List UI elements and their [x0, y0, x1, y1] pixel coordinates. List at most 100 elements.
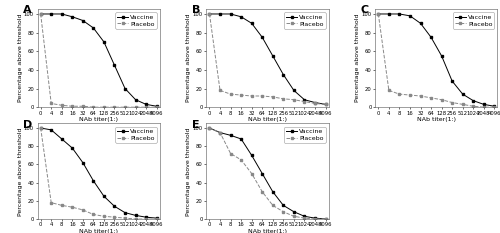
Placebo	[59, 204, 65, 207]
Placebo	[90, 106, 96, 109]
Vaccine	[312, 217, 318, 219]
Vaccine	[90, 179, 96, 182]
Vaccine	[122, 211, 128, 214]
Placebo	[132, 218, 138, 220]
Vaccine	[270, 55, 276, 57]
Vaccine	[48, 128, 54, 131]
Vaccine	[206, 127, 212, 130]
X-axis label: NAb titer(1:): NAb titer(1:)	[79, 229, 118, 233]
Vaccine	[460, 93, 466, 96]
Vaccine	[143, 103, 149, 106]
Vaccine	[386, 13, 392, 15]
Placebo	[428, 96, 434, 99]
Vaccine	[101, 195, 107, 198]
Vaccine	[112, 64, 117, 67]
Vaccine	[238, 137, 244, 140]
Placebo	[322, 103, 328, 106]
Text: D: D	[23, 120, 32, 130]
Vaccine	[280, 204, 286, 207]
Vaccine	[206, 13, 212, 15]
Vaccine	[228, 134, 234, 137]
Placebo	[101, 106, 107, 109]
Vaccine	[101, 41, 107, 43]
Vaccine	[248, 154, 254, 157]
Placebo	[206, 127, 212, 130]
Vaccine	[481, 103, 487, 106]
Placebo	[312, 218, 318, 220]
Vaccine	[259, 172, 265, 175]
Y-axis label: Percentage above threshold: Percentage above threshold	[18, 127, 22, 216]
Vaccine	[428, 36, 434, 39]
Placebo	[248, 95, 254, 97]
Vaccine	[59, 13, 65, 15]
Vaccine	[38, 13, 44, 15]
Legend: Vaccine, Placebo: Vaccine, Placebo	[116, 12, 156, 29]
Vaccine	[238, 15, 244, 18]
X-axis label: NAb titer(1:): NAb titer(1:)	[248, 229, 287, 233]
Vaccine	[470, 99, 476, 102]
Placebo	[438, 98, 444, 101]
Placebo	[291, 98, 297, 101]
Placebo	[112, 106, 117, 109]
Line: Vaccine: Vaccine	[40, 13, 158, 108]
Vaccine	[80, 161, 86, 164]
Vaccine	[407, 14, 413, 17]
Line: Placebo: Placebo	[40, 127, 158, 220]
Placebo	[492, 106, 498, 109]
Vaccine	[59, 137, 65, 140]
Vaccine	[217, 13, 223, 15]
Placebo	[217, 89, 223, 92]
Vaccine	[112, 205, 117, 208]
Placebo	[228, 152, 234, 155]
Placebo	[238, 94, 244, 96]
Text: C: C	[360, 5, 368, 15]
Placebo	[48, 102, 54, 105]
Placebo	[238, 158, 244, 161]
Placebo	[302, 217, 308, 219]
Vaccine	[438, 55, 444, 57]
Vaccine	[259, 36, 265, 39]
Placebo	[470, 105, 476, 108]
Line: Vaccine: Vaccine	[208, 127, 327, 220]
Legend: Vaccine, Placebo: Vaccine, Placebo	[453, 12, 494, 29]
Vaccine	[70, 15, 75, 18]
Vaccine	[80, 19, 86, 22]
Placebo	[460, 103, 466, 106]
Line: Placebo: Placebo	[377, 13, 496, 109]
Placebo	[90, 213, 96, 216]
Placebo	[38, 13, 44, 15]
Text: E: E	[192, 120, 200, 130]
Line: Placebo: Placebo	[208, 127, 327, 220]
Vaccine	[143, 216, 149, 219]
Vaccine	[322, 218, 328, 220]
Vaccine	[396, 13, 402, 15]
Placebo	[396, 93, 402, 96]
Vaccine	[302, 215, 308, 218]
X-axis label: NAb titer(1:): NAb titer(1:)	[79, 117, 118, 122]
Placebo	[376, 13, 382, 15]
Vaccine	[449, 80, 455, 82]
Vaccine	[492, 105, 498, 108]
Placebo	[322, 218, 328, 220]
Vaccine	[70, 147, 75, 149]
Placebo	[70, 105, 75, 108]
Placebo	[48, 201, 54, 204]
Placebo	[312, 102, 318, 105]
Placebo	[248, 172, 254, 175]
Placebo	[101, 215, 107, 218]
Placebo	[449, 101, 455, 104]
Placebo	[59, 104, 65, 107]
Placebo	[407, 94, 413, 96]
Y-axis label: Percentage above threshold: Percentage above threshold	[18, 14, 22, 103]
Placebo	[132, 106, 138, 109]
Vaccine	[302, 98, 308, 101]
Placebo	[270, 96, 276, 98]
Text: B: B	[192, 5, 200, 15]
Placebo	[122, 106, 128, 109]
Placebo	[154, 218, 160, 220]
Vaccine	[291, 210, 297, 213]
Line: Placebo: Placebo	[40, 13, 158, 109]
Placebo	[112, 216, 117, 219]
Placebo	[280, 210, 286, 213]
Vaccine	[154, 217, 160, 219]
